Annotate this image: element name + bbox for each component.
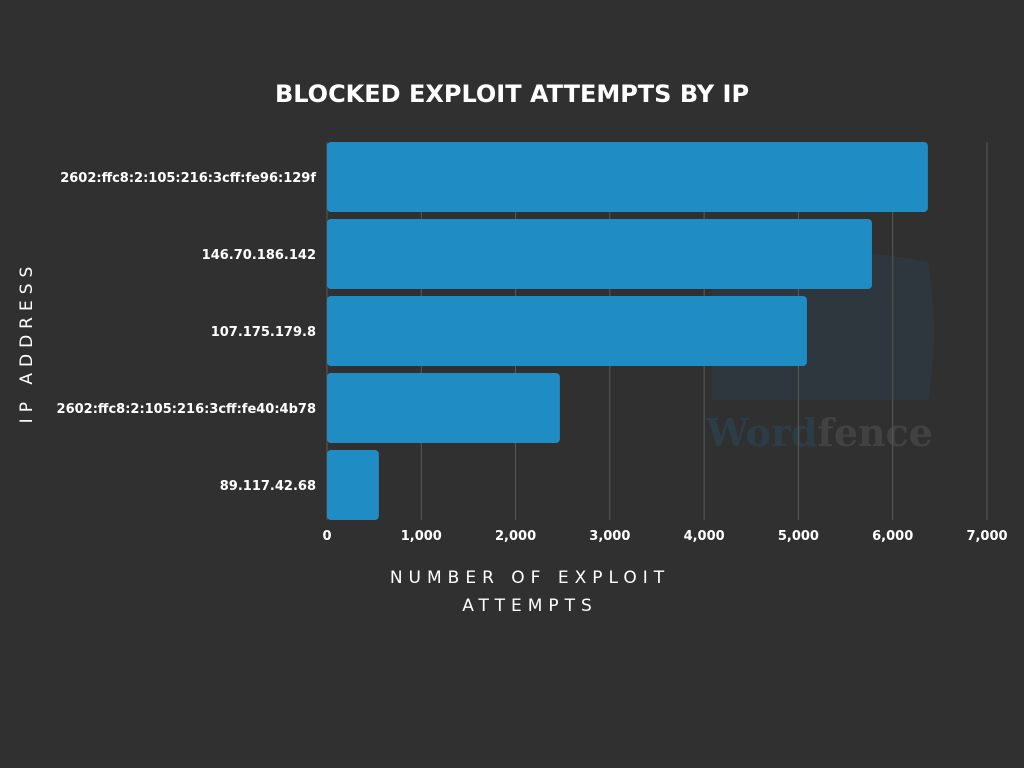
y-axis-label: IP ADDRESS xyxy=(17,261,37,424)
bar xyxy=(327,450,379,520)
x-tick-label: 3,000 xyxy=(589,529,630,544)
svg-text:Wordfence: Wordfence xyxy=(705,410,933,455)
y-category-label: 146.70.186.142 xyxy=(202,248,316,263)
y-category-label: 89.117.42.68 xyxy=(220,479,316,494)
chart-title: BLOCKED EXPLOIT ATTEMPTS BY IP xyxy=(275,80,749,108)
x-tick-label: 0 xyxy=(322,529,331,544)
y-category-label: 2602:ffc8:2:105:216:3cff:fe40:4b78 xyxy=(57,402,316,417)
x-tick-label: 4,000 xyxy=(684,529,725,544)
x-axis-label-line1: NUMBER OF EXPLOIT xyxy=(390,568,670,588)
x-tick-label: 6,000 xyxy=(872,529,913,544)
y-category-label: 2602:ffc8:2:105:216:3cff:fe96:129f xyxy=(60,171,316,186)
y-category-label: 107.175.179.8 xyxy=(211,325,316,340)
bar xyxy=(327,219,872,289)
x-tick-label: 1,000 xyxy=(401,529,442,544)
bar xyxy=(327,373,560,443)
x-tick-label: 7,000 xyxy=(966,529,1007,544)
bar xyxy=(327,142,928,212)
bar xyxy=(327,296,807,366)
x-tick-label: 2,000 xyxy=(495,529,536,544)
x-tick-label: 5,000 xyxy=(778,529,819,544)
x-axis-label-line2: ATTEMPTS xyxy=(462,596,598,616)
